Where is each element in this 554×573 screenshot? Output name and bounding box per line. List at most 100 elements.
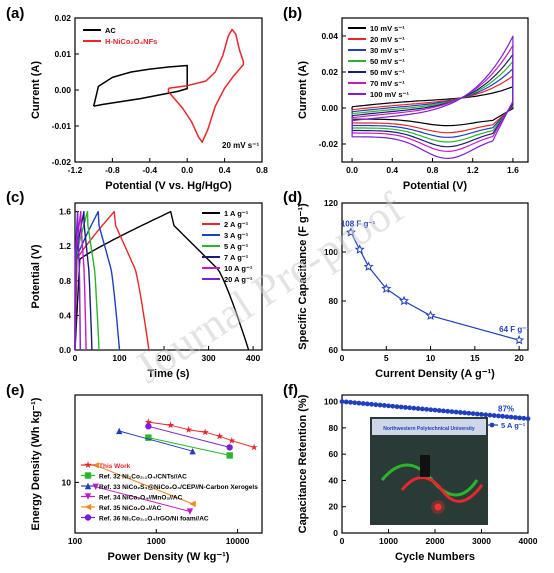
annotation-low: 64 F g⁻¹ <box>499 325 529 334</box>
retention-point <box>394 404 400 410</box>
retention-point <box>352 400 358 406</box>
legend-entry: 20 mV s⁻¹ <box>370 35 405 44</box>
y-tick-label: 60 <box>329 449 339 459</box>
retention-point <box>403 404 408 410</box>
retention-point <box>457 410 463 415</box>
panel-label: (c) <box>6 189 24 206</box>
data-point-star <box>345 227 356 237</box>
marker-star <box>185 425 193 433</box>
x-tick-label: 3000 <box>472 536 491 546</box>
ragone-line <box>95 486 191 512</box>
retention-point <box>381 403 387 408</box>
data-point-star <box>363 261 374 271</box>
marker-star <box>250 443 258 451</box>
legend-entry: Ref. 34 NiCo₂O₄//MnO₂//AC <box>99 495 183 502</box>
ragone-line <box>148 425 230 448</box>
cv-curve <box>351 68 514 138</box>
y-tick-label: 0.4 <box>59 310 71 320</box>
retention-point <box>521 415 527 421</box>
led-light <box>434 503 442 511</box>
panel-label: (d) <box>283 189 302 206</box>
x-tick-label: 400 <box>246 353 260 363</box>
marker-triangle-left <box>189 500 196 508</box>
marker-triangle-left <box>92 462 99 469</box>
y-tick-label: -0.01 <box>52 121 72 131</box>
retention-annotation: 87% <box>498 404 514 413</box>
x-tick-label: 4000 <box>519 536 538 546</box>
cv-curve <box>351 75 514 134</box>
retention-point <box>512 415 518 420</box>
panel-label: (e) <box>6 382 24 399</box>
marker-star <box>201 428 209 436</box>
legend-entry: 10 mV s⁻¹ <box>370 24 405 33</box>
x-tick-label: 0 <box>73 353 78 363</box>
y-tick-label: -0.02 <box>319 139 339 149</box>
series-line-nico <box>167 28 245 143</box>
gcd-curve <box>74 210 81 351</box>
y-axis-label: Energy Density (Wh kg⁻¹) <box>30 397 42 530</box>
x-axis-label: Cycle Numbers <box>395 551 475 563</box>
legend-marker <box>489 422 495 428</box>
y-tick-label: 20 <box>329 502 339 512</box>
retention-point <box>487 412 493 418</box>
marker-star <box>167 421 175 429</box>
plot-frame-d <box>341 202 529 351</box>
retention-point <box>491 413 497 418</box>
marker-triangle <box>84 482 92 490</box>
y-axis-label: Specific Capacitance (F g⁻¹) <box>297 203 309 350</box>
data-point-star <box>381 283 392 294</box>
x-tick-label: 10000 <box>226 536 250 546</box>
cv-curve <box>351 35 514 159</box>
scan-rate-annotation: 20 mV s⁻¹ <box>222 141 259 150</box>
y-axis-label: Current (A) <box>297 61 309 119</box>
marker-circle <box>226 444 233 451</box>
plot-frame-e <box>74 394 263 534</box>
x-axis-label: Power Density (W kg⁻¹) <box>108 551 230 563</box>
photo-inset: Northwestern Polytechnical University <box>370 417 488 525</box>
marker-triangle-left <box>84 503 92 511</box>
y-tick-label: 100 <box>324 397 338 407</box>
x-tick-label: 0.8 <box>427 165 439 175</box>
retention-point <box>462 410 467 416</box>
retention-point <box>525 416 531 422</box>
retention-point <box>453 409 459 415</box>
retention-point <box>369 401 374 407</box>
retention-point <box>419 406 425 412</box>
marker-triangle-down <box>186 508 194 515</box>
retention-point <box>474 411 480 417</box>
ragone-line <box>95 464 193 505</box>
x-tick-label: 0.8 <box>256 165 268 175</box>
legend-entry: 7 A g⁻¹ <box>224 253 249 262</box>
gcd-curve <box>74 210 100 351</box>
retention-point <box>508 414 514 420</box>
legend-entry: 50 mV s⁻¹ <box>370 68 405 77</box>
retention-point <box>377 402 383 408</box>
y-axis-label: Capacitance Retention (%) <box>297 394 309 533</box>
y-axis-label: Potential (V) <box>30 244 42 309</box>
marker-triangle-down <box>92 483 99 491</box>
data-point-star <box>514 334 525 345</box>
x-tick-label: 1.6 <box>507 165 519 175</box>
retention-point <box>470 411 476 417</box>
retention-point <box>390 403 396 409</box>
plot-frame-b <box>341 17 529 163</box>
university-banner <box>372 419 486 435</box>
retention-point <box>348 399 353 405</box>
marker-square <box>226 452 233 459</box>
x-tick-label: -0.8 <box>105 165 120 175</box>
y-tick-label: 10 <box>62 477 72 487</box>
y-tick-label: 0.02 <box>321 67 338 77</box>
retention-point <box>428 407 434 413</box>
ragone-line <box>148 437 230 456</box>
x-tick-label: 200 <box>157 353 171 363</box>
legend-entry: 100 mV s⁻¹ <box>370 90 409 99</box>
x-tick-label: 100 <box>68 536 82 546</box>
legend-entry: Ref. 33 NiCo₂S₄@NiCo₂O₄/CEP//N-Carbon Xe… <box>99 484 258 491</box>
panel-c: 0 100 200 300 400 0.0 0.4 0.8 1.2 1.6 1 A g⁻¹ 2 A g… <box>6 189 263 380</box>
retention-point <box>449 409 455 415</box>
y-tick-label: 1.2 <box>59 241 71 251</box>
x-tick-label: 10 <box>426 353 436 363</box>
x-axis-label: Potential (V) <box>403 180 468 192</box>
y-tick-label: 100 <box>324 247 338 257</box>
